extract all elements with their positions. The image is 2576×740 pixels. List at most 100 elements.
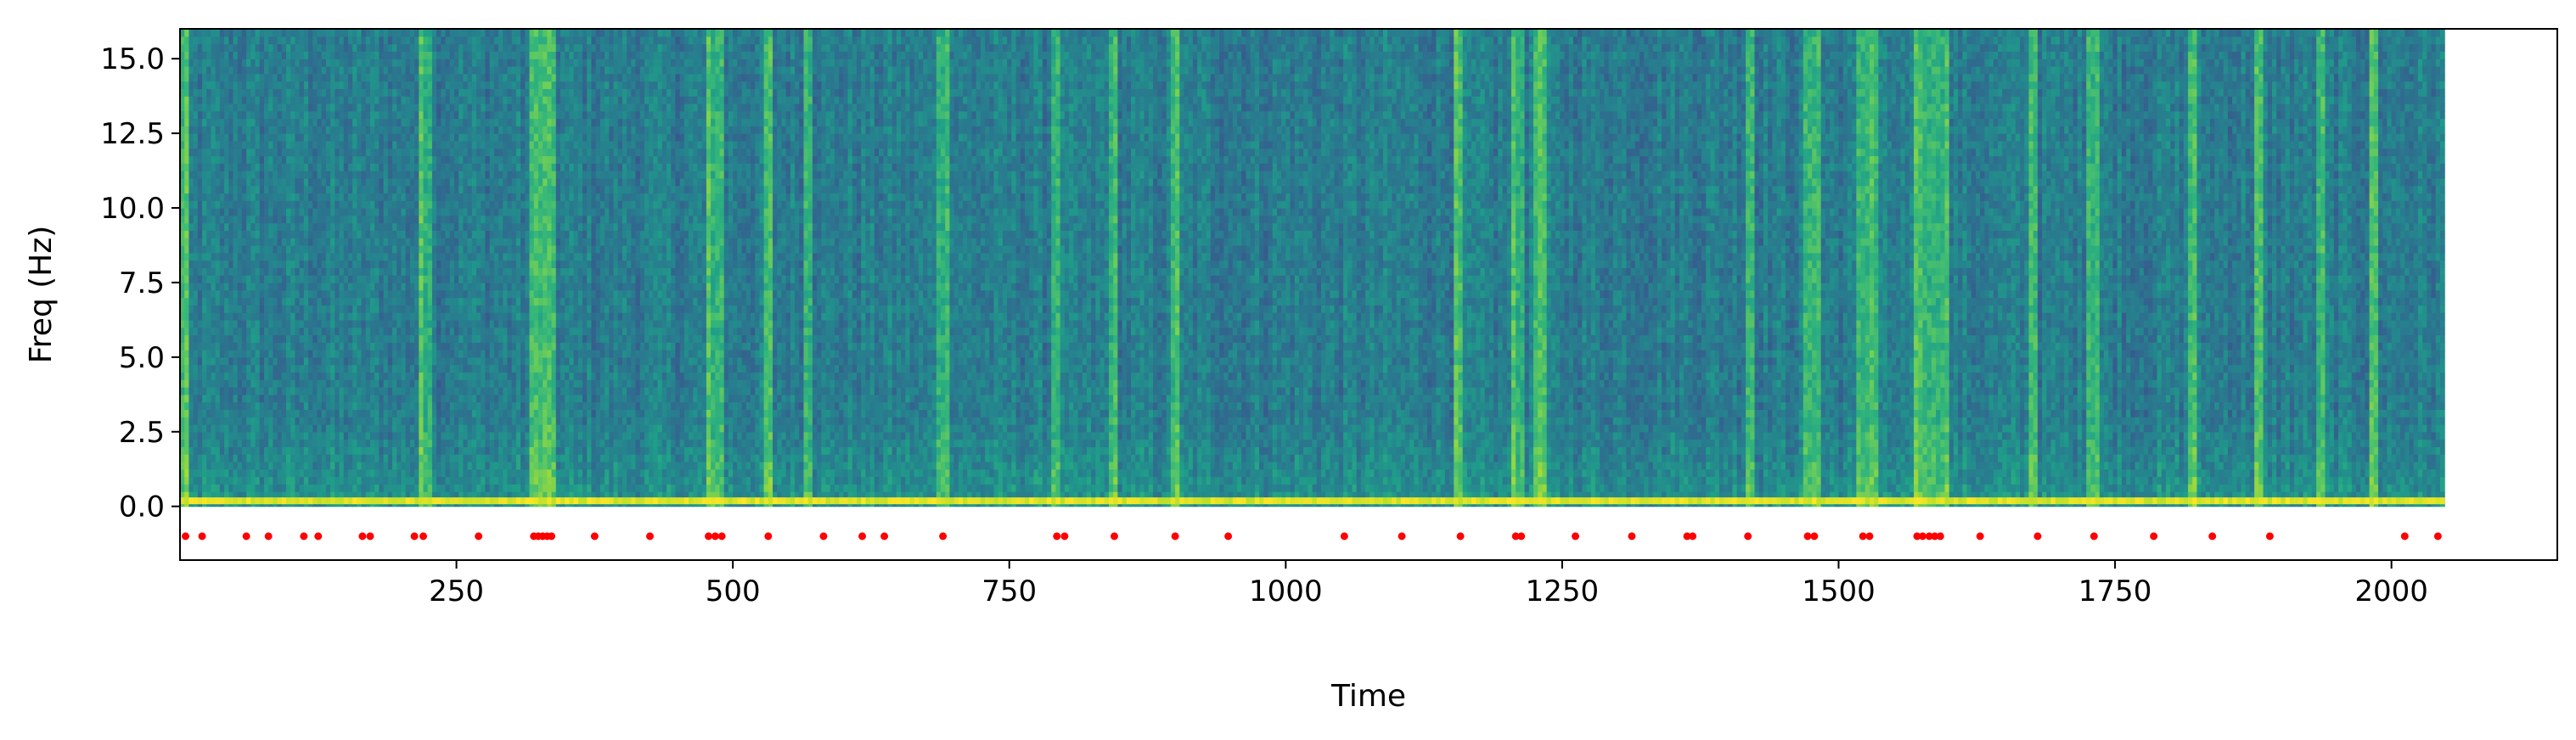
spectrogram-cell [215,305,221,313]
spectrogram-cell [379,185,385,194]
spectrogram-cell [467,364,473,373]
spectrogram-cell [277,171,283,179]
spectrogram-cell [365,356,371,366]
spectrogram-cell [299,96,305,104]
spectrogram-cell [281,140,287,149]
spectrogram-cell [352,423,357,433]
spectrogram-cell [224,327,229,336]
spectrogram-cell [219,36,225,45]
spectrogram-cell [431,88,437,97]
spectrogram-cell [467,118,473,126]
spectrogram-cell [374,215,380,224]
spectrogram-cell [370,118,375,126]
spectrogram-cell [180,65,185,75]
spectrogram-cell [357,468,363,478]
spectrogram-cell [419,334,425,343]
spectrogram-cell [325,88,331,97]
spectrogram-cell [193,51,199,59]
spectrogram-cell [224,222,229,231]
spectrogram-cell [241,171,247,179]
spectrogram-cell [419,65,425,75]
spectrogram-cell [414,401,419,410]
spectrogram-cell [255,59,261,67]
spectrogram-cell [259,364,265,373]
spectrogram-cell [211,423,217,433]
spectrogram-cell [436,163,442,171]
spectrogram-image [180,29,2445,507]
spectrogram-cell [409,461,415,470]
spectrogram-cell [277,200,283,209]
spectrogram-cell [193,260,199,268]
spectrogram-cell [211,244,217,254]
spectrogram-cell [286,454,291,462]
spectrogram-cell [361,193,367,201]
spectrogram-cell [449,148,455,157]
spectrogram-cell [193,73,199,82]
spectrogram-cell [449,423,455,433]
spectrogram-cell [263,312,269,321]
spectrogram-cell [184,423,190,433]
spectrogram-cell [246,282,251,291]
spectrogram-cell [476,312,481,321]
spectrogram-cell [445,222,451,231]
spectrogram-cell [321,417,327,425]
spectrogram-cell [414,177,419,187]
spectrogram-cell [255,356,261,366]
spectrogram-cell [511,140,517,149]
spectrogram-cell [188,230,194,238]
spectrogram-cell [392,439,397,447]
spectrogram-cell [273,140,278,149]
spectrogram-cell [325,289,331,299]
spectrogram-cell [419,185,425,194]
spectrogram-cell [308,379,313,388]
spectrogram-cell [228,59,234,67]
spectrogram-cell [397,379,402,388]
spectrogram-cell [481,342,487,350]
spectrogram-cell [374,118,380,126]
spectrogram-cell [498,356,503,366]
spectrogram-cell [503,327,509,336]
spectrogram-cell [277,275,283,283]
spectrogram-cell [489,297,495,306]
spectrogram-cell [281,468,287,478]
spectrogram-cell [427,305,433,313]
spectrogram-cell [228,350,234,358]
spectrogram-cell [374,476,380,485]
spectrogram-cell [281,312,287,321]
spectrogram-cell [441,468,447,478]
spectrogram-cell [233,110,239,120]
spectrogram-cell [387,193,393,201]
spectrogram-cell [357,118,363,126]
spectrogram-cell [436,461,442,470]
spectrogram-cell [489,96,495,104]
spectrogram-cell [458,454,464,462]
spectrogram-cell [445,461,451,470]
spectrogram-cell [303,491,309,500]
spectrogram-cell [335,29,340,37]
spectrogram-cell [463,305,469,313]
spectrogram-cell [489,409,495,418]
spectrogram-cell [259,215,265,224]
spectrogram-cell [511,423,517,433]
spectrogram-cell [281,29,287,37]
spectrogram-cell [233,275,239,283]
spectrogram-cell [184,468,190,478]
spectrogram-cell [219,73,225,82]
spectrogram-cell [392,372,397,380]
spectrogram-cell [215,417,221,425]
spectrogram-cell [312,319,318,328]
spectrogram-cell [335,439,340,447]
spectrogram-cell [290,148,296,157]
spectrogram-cell [321,96,327,104]
spectrogram-cell [325,327,331,336]
spectrogram-cell [507,140,513,149]
spectrogram-cell [184,334,190,343]
spectrogram-cell [237,59,243,67]
spectrogram-cell [325,155,331,164]
spectrogram-cell [219,319,225,328]
spectrogram-cell [268,409,273,418]
spectrogram-cell [303,305,309,313]
spectrogram-cell [211,267,217,276]
spectrogram-cell [392,289,397,299]
spectrogram-cell [392,29,397,37]
